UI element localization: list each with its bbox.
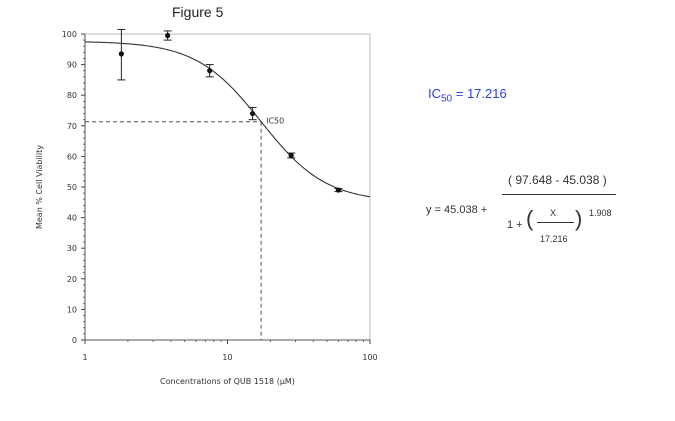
y-axis-title: Mean % Cell Viability — [35, 145, 44, 229]
equation-ic50-denominator: 17.216 — [540, 234, 568, 244]
y-tick-label: 80 — [67, 91, 77, 100]
equation-one-plus: 1 + — [507, 219, 523, 231]
equation-inner-fraction-bar — [537, 222, 574, 223]
x-axis-title: Concentrations of QUB 1518 (µM) — [160, 377, 295, 386]
equation-lhs: y = 45.038 + — [426, 204, 488, 216]
y-tick-label: 90 — [67, 61, 77, 70]
y-tick-label: 60 — [67, 152, 77, 161]
data-point — [335, 187, 341, 193]
equation-numerator: ( 97.648 - 45.038 ) — [508, 173, 607, 187]
equation-fraction-bar — [502, 194, 616, 195]
y-tick-label: 50 — [67, 183, 77, 192]
data-point — [207, 68, 213, 74]
y-tick-label: 100 — [62, 30, 77, 39]
data-point — [118, 51, 124, 57]
ic50-suffix: = 17.216 — [452, 86, 507, 101]
data-point — [165, 32, 171, 39]
x-tick-label: 1 — [82, 353, 87, 362]
ic50-subscript: 50 — [441, 93, 453, 105]
x-tick-label: 100 — [362, 353, 377, 362]
equation-paren-right: ) — [575, 206, 583, 231]
y-tick-label: 20 — [67, 275, 77, 284]
ic50-value-label: IC50 = 17.216 — [428, 86, 507, 105]
figure-title: Figure 5 — [172, 4, 224, 20]
data-point — [288, 152, 294, 159]
equation-x-variable: X — [550, 208, 557, 218]
y-tick-label: 40 — [67, 214, 77, 223]
equation-exponent: 1.908 — [589, 208, 612, 218]
ic50-prefix: IC — [428, 86, 441, 101]
y-tick-label: 0 — [72, 336, 77, 345]
equation-paren-left: ( — [526, 206, 534, 231]
y-tick-label: 70 — [67, 122, 77, 131]
fit-curve — [84, 41, 371, 198]
ic50-annotation-label: IC50 — [266, 117, 284, 126]
x-tick-label: 10 — [222, 353, 232, 362]
data-point — [249, 110, 256, 117]
y-tick-label: 10 — [67, 305, 77, 314]
y-tick-label: 30 — [67, 244, 77, 253]
